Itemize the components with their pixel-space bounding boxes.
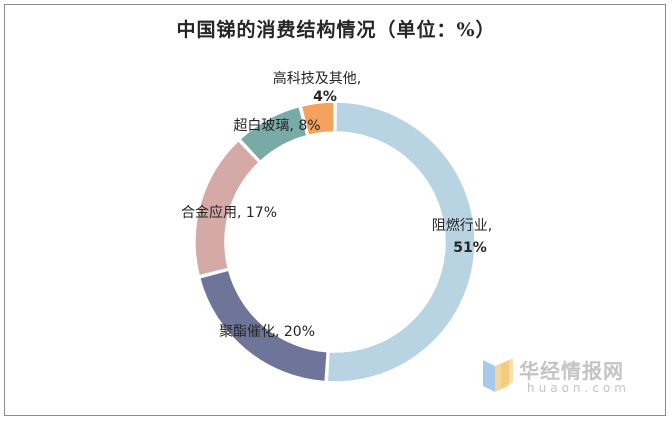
slice-4 [238, 105, 308, 163]
slice-5 [300, 101, 335, 137]
huaon-logo-icon [483, 358, 513, 392]
slice-3 [194, 139, 261, 277]
slice-label-3: 合金应用, 17% [181, 204, 277, 221]
slice-label-4: 超白玻璃, 8% [233, 117, 320, 134]
donut-chart: 阻燃行业, 51% 聚酯催化, 20% 合金应用, 17% 超白玻璃, 8% 高科技及其他… [181, 70, 492, 383]
slice-label-1: 阻燃行业, 51% [432, 217, 492, 256]
watermark-site: huaon.com [527, 381, 630, 395]
chart-frame: 中国锑的消费结构情况（单位：%） 阻燃行业, 51% 聚酯催化, 20% 合金应用, … [4, 4, 666, 416]
watermark-brand: 华经情报网 [519, 359, 624, 383]
slice-2 [198, 269, 329, 383]
chart-title: 中国锑的消费结构情况（单位：%） [176, 19, 496, 41]
slice-1 [326, 101, 476, 383]
slice-label-2: 聚酯催化, 20% [219, 324, 315, 340]
watermark: 华经情报网 huaon.com [479, 352, 669, 402]
slice-label-5: 高科技及其他, 4% [273, 70, 361, 105]
